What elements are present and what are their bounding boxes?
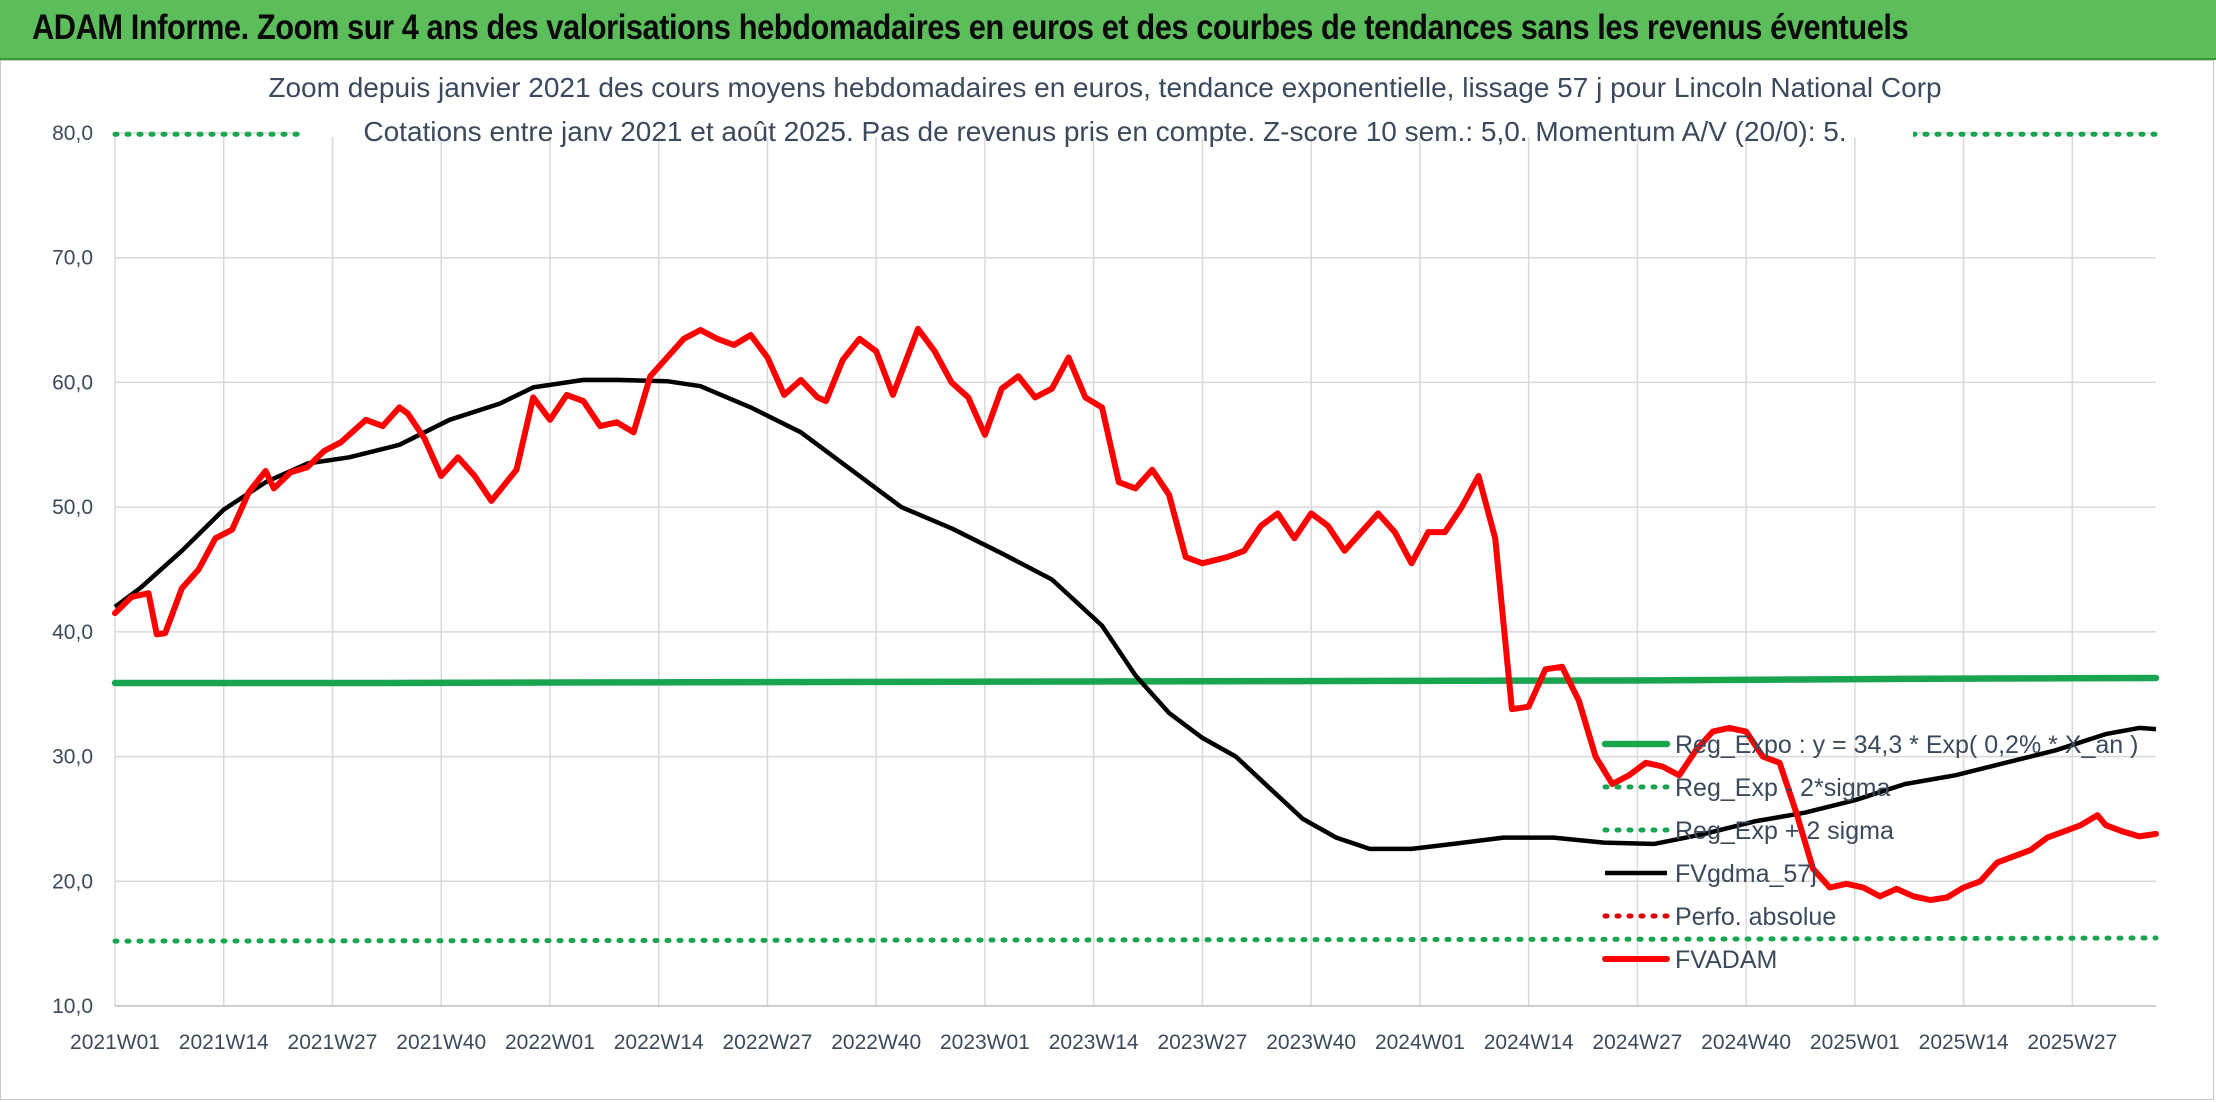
y-tick-label: 60,0 — [52, 371, 93, 394]
y-tick-label: 70,0 — [52, 247, 93, 270]
x-tick-label: 2022W14 — [614, 1031, 704, 1054]
fvadam-line — [112, 325, 2159, 903]
banner-title: ADAM Informe. Zoom sur 4 ans des valoris… — [32, 8, 1909, 47]
x-tick-label: 2024W40 — [1701, 1031, 1791, 1054]
title-banner: ADAM Informe. Zoom sur 4 ans des valoris… — [0, 0, 2216, 60]
x-tick-label: 2023W01 — [940, 1031, 1030, 1054]
y-tick-label: 50,0 — [52, 496, 93, 519]
legend-label: Reg_Exp + 2 sigma — [1675, 817, 1894, 845]
x-tick-label: 2021W27 — [288, 1031, 378, 1054]
x-tick-label: 2024W14 — [1484, 1031, 1574, 1054]
chart-frame: 10,0 20,0 30,0 40,0 50,0 60,0 70,0 80,0 2021W01 2… — [0, 60, 2214, 1100]
chart-subtitle-line: Cotations entre janv 2021 et août 2025. … — [363, 116, 1846, 147]
legend-label: Perfo. absolue — [1675, 903, 1836, 931]
x-tick-label: 2025W01 — [1810, 1031, 1900, 1054]
y-tick-label: 10,0 — [52, 995, 93, 1018]
x-tick-label: 2024W01 — [1375, 1031, 1465, 1054]
x-tick-label: 2022W01 — [505, 1031, 595, 1054]
legend-label: Reg_Expo : y = 34,3 * Exp( 0,2% * X_an ) — [1675, 731, 2138, 759]
y-tick-label: 30,0 — [52, 746, 93, 769]
y-tick-label: 80,0 — [52, 122, 93, 145]
y-tick-label: 20,0 — [52, 870, 93, 893]
y-tick-label: 40,0 — [52, 621, 93, 644]
x-tick-label: 2022W27 — [722, 1031, 812, 1054]
subtitle-backdrop — [301, 61, 1913, 137]
x-tick-label: 2021W01 — [70, 1031, 160, 1054]
x-tick-label: 2021W40 — [396, 1031, 486, 1054]
regression-line — [111, 674, 2160, 687]
legend-label: Reg_Exp - 2*sigma — [1675, 774, 1890, 802]
x-tick-label: 2025W27 — [2027, 1031, 2117, 1054]
chart-subtitle-line: Zoom depuis janvier 2021 des cours moyen… — [268, 72, 1941, 103]
legend-label: FVADAM — [1675, 946, 1777, 974]
fvgdma-line — [113, 377, 2157, 852]
x-tick-label: 2023W40 — [1266, 1031, 1356, 1054]
lower-sigma-line — [112, 935, 2159, 944]
legend-label: FVgdma_57j — [1675, 860, 1817, 888]
x-tick-label: 2025W14 — [1919, 1031, 2009, 1054]
x-tick-label: 2021W14 — [179, 1031, 269, 1054]
line-chart: 10,0 20,0 30,0 40,0 50,0 60,0 70,0 80,0 2021W01 2… — [52, 61, 2160, 1054]
x-tick-label: 2022W40 — [831, 1031, 921, 1054]
x-tick-label: 2023W14 — [1049, 1031, 1139, 1054]
x-tick-label: 2023W27 — [1157, 1031, 1247, 1054]
x-tick-label: 2024W27 — [1592, 1031, 1682, 1054]
